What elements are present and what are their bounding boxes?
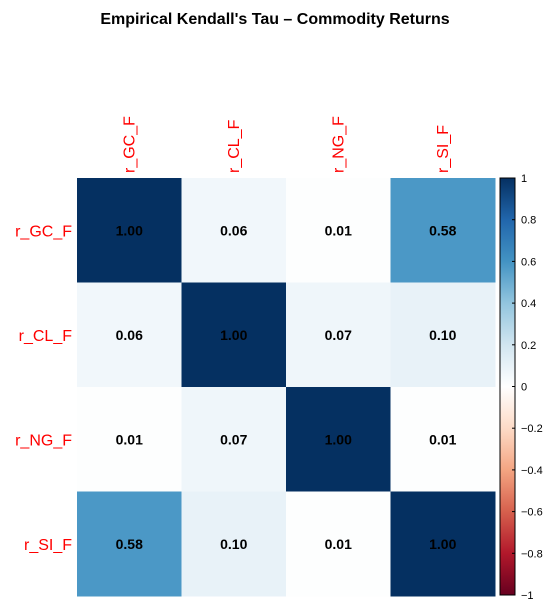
heatmap-cell: [390, 491, 496, 597]
colorbar: 1 0.8 0.6 0.4 0.2 0 −0.2 −0.4 −0.6 −0.8 −1: [499, 173, 543, 602]
cell-value-label: 0.06: [116, 327, 143, 343]
colorbar-tick-label: −0.4: [521, 465, 543, 477]
cell-value-label: 1.00: [429, 536, 456, 552]
colorbar-tick-label: 0.4: [521, 298, 536, 310]
heatmap-cell: [181, 387, 287, 492]
cell-value-label: 0.01: [429, 431, 456, 447]
heatmap-cell: [181, 178, 287, 283]
chart-title: Empirical Kendall's Tau – Commodity Retu…: [100, 11, 449, 28]
colorbar-tick-label: 0.2: [521, 340, 536, 352]
heatmap-cell: [286, 387, 391, 492]
column-label: r_GC_F: [121, 116, 138, 173]
row-label: r_NG_F: [15, 432, 72, 449]
row-label: r_CL_F: [19, 328, 73, 345]
heatmap-cell: [77, 178, 182, 283]
colorbar-tick-label: −1: [521, 590, 534, 602]
cell-value-label: 0.07: [325, 327, 352, 343]
heatmap-cell: [390, 282, 496, 388]
cell-value-label: 0.06: [220, 222, 247, 238]
colorbar-tick-label: −0.8: [521, 548, 543, 560]
cell-value-label: 0.01: [116, 431, 143, 447]
colorbar-tick-label: −0.6: [521, 507, 543, 519]
heatmap-cell: [286, 178, 391, 283]
row-label: r_GC_F: [15, 223, 72, 240]
colorbar-tick-label: 0: [521, 382, 527, 394]
heatmap-cell: [181, 282, 287, 388]
column-label: r_NG_F: [330, 116, 347, 173]
column-label: r_SI_F: [435, 125, 452, 173]
colorbar-tick-label: 0.6: [521, 256, 536, 268]
row-label: r_SI_F: [24, 537, 72, 554]
cell-value-label: 1.00: [325, 431, 352, 447]
heatmap-cell: [286, 491, 391, 597]
colorbar-tick-label: −0.2: [521, 423, 543, 435]
cell-value-label: 1.00: [220, 327, 247, 343]
row-labels: r_GC_F r_CL_F r_NG_F r_SI_F: [15, 223, 72, 554]
column-labels: r_GC_F r_CL_F r_NG_F r_SI_F: [121, 116, 452, 173]
heatmap-cell: [286, 282, 391, 388]
heatmap-cell: [77, 387, 182, 492]
heatmap-cell: [77, 282, 182, 388]
cell-value-label: 0.01: [325, 222, 352, 238]
cell-value-label: 0.58: [429, 222, 456, 238]
cell-value-label: 0.58: [116, 536, 143, 552]
colorbar-tick-label: 0.8: [521, 215, 536, 227]
heatmap-cell: [390, 387, 496, 492]
cell-value-label: 1.00: [116, 222, 143, 238]
cell-value-label: 0.10: [429, 327, 456, 343]
cell-value-label: 0.01: [325, 536, 352, 552]
heatmap-cells: 1.00 0.06 0.01 0.58 0.06 1.00 0.07 0.10 0.01 0.07…: [77, 178, 496, 597]
heatmap-cell: [181, 491, 287, 597]
heatmap-cell: [390, 178, 496, 283]
column-label: r_CL_F: [226, 119, 243, 173]
heatmap-cell: [77, 491, 182, 597]
cell-value-label: 0.07: [220, 431, 247, 447]
cell-value-label: 0.10: [220, 536, 247, 552]
colorbar-tick-label: 1: [521, 173, 527, 185]
